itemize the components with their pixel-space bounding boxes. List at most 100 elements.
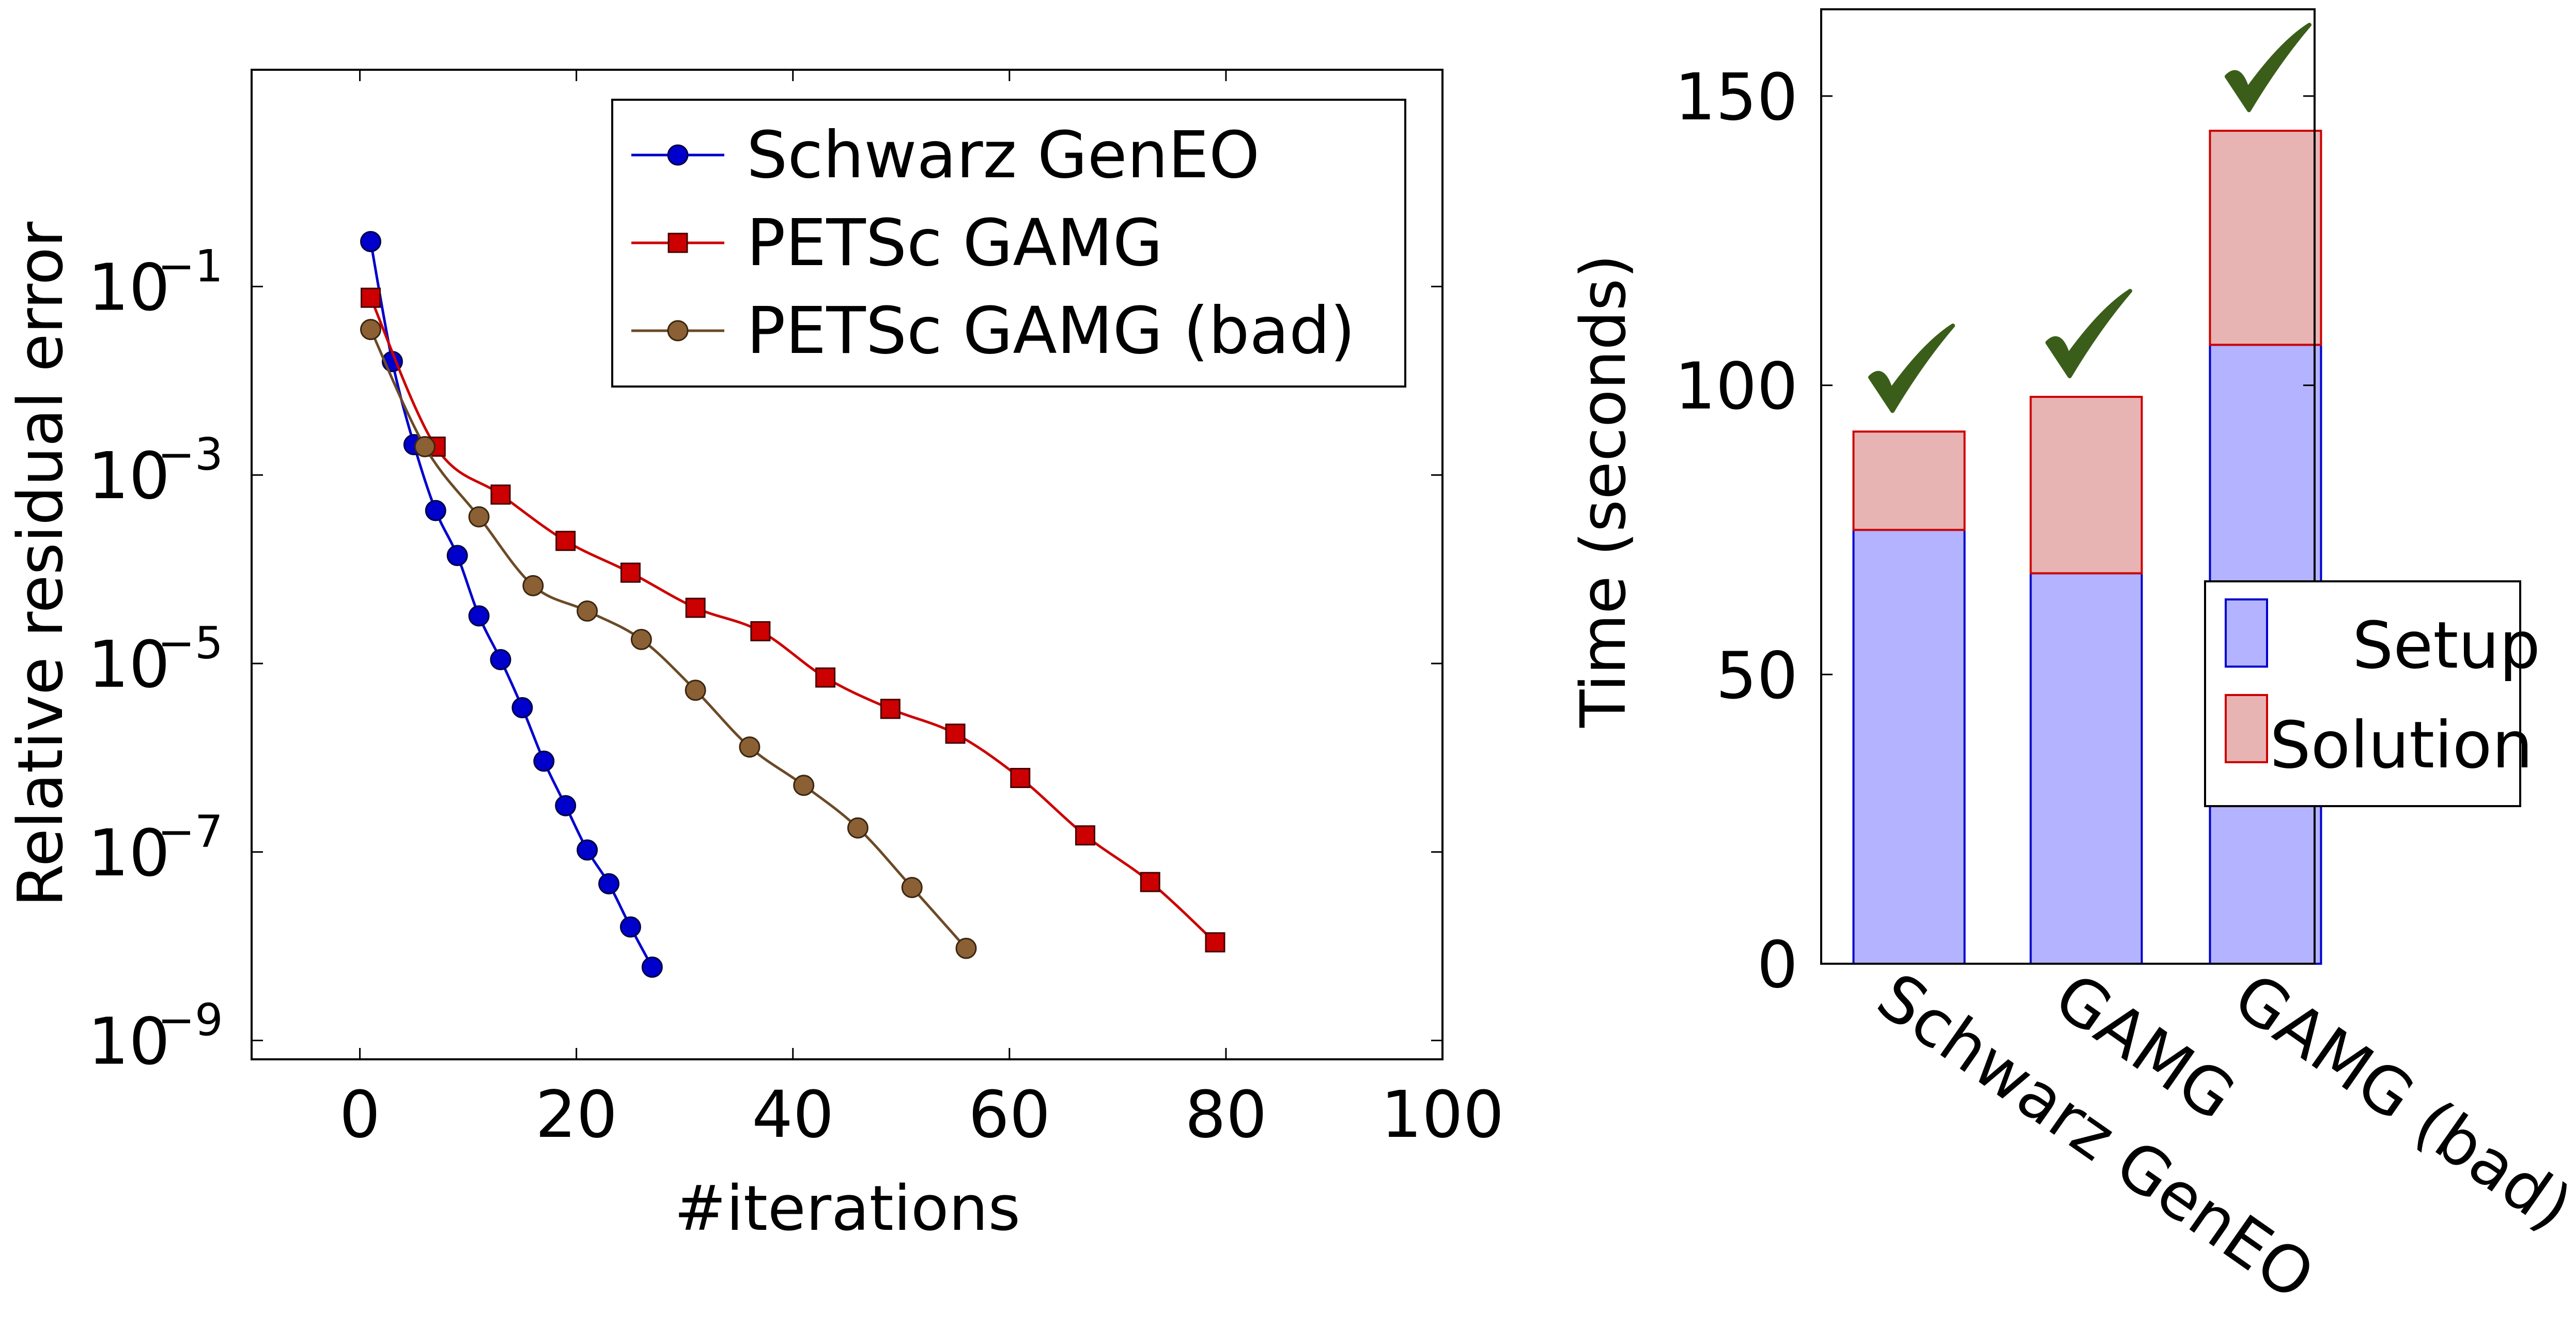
checkmark-icon [2045,288,2132,378]
data-point-petsc-gamg-bad [414,436,436,457]
data-point-petsc-gamg-bad [630,628,652,650]
convergence-x-ticks: 0 20 40 60 80 100 [339,70,1504,1152]
data-point-petsc-gamg-bad [685,680,706,701]
legend-swatch-setup [2225,598,2268,668]
legend-label-petsc-gamg-bad: PETSc GAMG (bad) [747,294,1355,368]
data-point-petsc-gamg [880,699,901,719]
data-point-schwarz-geneo [641,956,663,978]
data-point-petsc-gamg [1140,872,1160,892]
data-point-petsc-gamg-bad [522,575,544,596]
legend-marker-petsc-gamg [668,233,688,253]
y-tick-label-exponent: −9 [158,995,223,1046]
data-point-schwarz-geneo [425,500,446,521]
data-point-petsc-gamg [945,723,966,744]
bar-setup-gamg [2029,572,2143,965]
bar-solution-gamg-bad [2209,130,2322,346]
data-point-petsc-gamg [361,287,381,308]
y-tick-label: 150 [1674,60,1798,135]
data-point-schwarz-geneo [511,697,533,718]
convergence-series [360,230,1225,978]
y-tick-label: 50 [1716,638,1798,713]
x-tick-label: 80 [1185,1077,1267,1152]
y-tick-label: 100 [1674,349,1798,424]
data-point-schwarz-geneo [598,873,619,894]
legend-label-setup: Setup [2352,608,2540,683]
y-tick-label-base: 10 [88,816,170,891]
y-tick-label-base: 10 [88,250,170,325]
y-tick-label-exponent: −7 [158,806,223,858]
data-point-petsc-gamg-bad [360,319,381,341]
x-tick-label: 20 [535,1077,617,1152]
y-tick-label-exponent: −5 [158,618,223,669]
data-point-schwarz-geneo [490,649,511,670]
y-tick-label: 0 [1757,928,1798,1002]
timing-y-ticks: 0 50 100 150 [1674,60,2315,1002]
data-point-petsc-gamg [555,531,576,551]
data-point-schwarz-geneo [468,605,490,627]
category-label-gamg-bad: GAMG (bad) [2221,959,2576,1245]
convergence-legend: Schwarz GenEO PETSc GAMG PETSc GAMG (bad… [611,99,1406,388]
convergence-legend-box [611,99,1406,388]
data-point-petsc-gamg-bad [577,600,598,622]
convergence-chart: 0 20 40 60 80 100 10−110−310−510−710−9 #itera… [5,69,1504,1245]
bar-setup-schwarz-geneo [1852,529,1966,965]
x-tick-label: 100 [1381,1077,1504,1152]
data-point-schwarz-geneo [533,750,555,772]
data-point-petsc-gamg [1205,932,1225,953]
x-tick-label: 40 [752,1077,834,1152]
bar-solution-schwarz-geneo [1852,430,1966,531]
bar-solution-gamg [2029,395,2143,575]
x-tick-label: 0 [339,1077,381,1152]
data-point-petsc-gamg [750,621,771,642]
data-point-petsc-gamg [620,562,641,583]
convergence-y-axis-label: Relative residual error [5,221,77,907]
checkmark-icon [2225,23,2311,113]
data-point-petsc-gamg [1010,768,1031,789]
timing-plot-frame [1820,8,2316,965]
data-point-petsc-gamg-bad [901,876,923,898]
y-tick-label-exponent: −3 [158,429,223,481]
y-tick-label-base: 10 [88,1005,170,1079]
data-point-schwarz-geneo [577,839,598,861]
data-point-schwarz-geneo [619,916,641,938]
legend-entry-schwarz-geneo: Schwarz GenEO [631,118,1260,193]
data-point-schwarz-geneo [555,795,577,816]
data-point-petsc-gamg-bad [793,775,815,796]
timing-legend: Setup Solution [2204,580,2540,807]
y-tick-label-exponent: −1 [158,240,223,292]
series-line-schwarz-geneo [369,241,654,968]
timing-checkmarks [1868,23,2311,413]
legend-swatch-solution [2225,694,2268,763]
legend-entry-petsc-gamg-bad: PETSc GAMG (bad) [631,294,1355,368]
legend-marker-petsc-gamg-bad [667,320,689,342]
data-point-petsc-gamg-bad [955,937,977,959]
legend-label-petsc-gamg: PETSc GAMG [747,206,1163,281]
data-point-petsc-gamg [685,597,706,618]
data-point-petsc-gamg [815,667,836,688]
data-point-schwarz-geneo [360,230,381,252]
series-line-petsc-gamg-bad [369,329,967,949]
y-tick-label-base: 10 [88,627,170,702]
legend-entry-petsc-gamg: PETSc GAMG [631,206,1163,281]
convergence-plot-frame [251,69,1444,1060]
data-point-petsc-gamg-bad [468,506,490,528]
timing-y-axis-label: Time (seconds) [1568,254,1640,728]
timing-bars [1852,130,2322,965]
series-line-petsc-gamg [369,297,1216,944]
data-point-petsc-gamg-bad [739,736,761,758]
data-point-schwarz-geneo [446,545,468,566]
legend-label-solution: Solution [2270,708,2533,783]
data-point-petsc-gamg [490,484,511,505]
legend-label-schwarz-geneo: Schwarz GenEO [747,118,1260,193]
convergence-x-axis-label: #iterations [674,1173,1020,1245]
checkmark-icon [1868,323,1955,413]
data-point-petsc-gamg-bad [847,817,868,839]
convergence-y-ticks: 10−110−310−510−710−9 [88,240,1442,1079]
y-tick-label-base: 10 [88,439,170,514]
data-point-petsc-gamg [1075,825,1095,846]
x-tick-label: 60 [968,1077,1050,1152]
